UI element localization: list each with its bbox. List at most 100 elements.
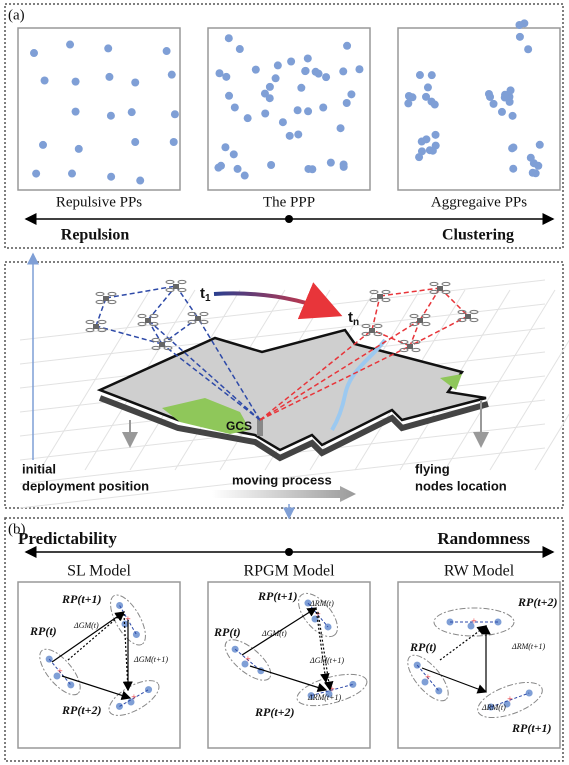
rotor xyxy=(138,314,146,317)
point xyxy=(415,153,423,161)
point xyxy=(225,34,233,42)
point xyxy=(294,130,302,138)
position-label: RP(t+1) xyxy=(257,589,298,603)
point xyxy=(424,83,432,91)
point xyxy=(30,49,38,57)
drone xyxy=(362,324,382,335)
pattern-label: The PPP xyxy=(263,194,315,210)
rotor xyxy=(470,318,478,321)
point xyxy=(230,150,238,158)
drone-body xyxy=(145,318,151,323)
point xyxy=(337,124,345,132)
point xyxy=(529,169,537,177)
point xyxy=(72,78,80,86)
moving-arrow xyxy=(212,486,356,502)
flying-label: nodes location xyxy=(415,478,507,493)
time-sub: n xyxy=(353,317,359,328)
point xyxy=(266,83,274,91)
position-label: RP(t+2) xyxy=(61,703,102,717)
point xyxy=(244,114,252,122)
model-box xyxy=(18,582,180,748)
point xyxy=(516,33,524,41)
point xyxy=(416,71,424,79)
point xyxy=(343,99,351,107)
rotor xyxy=(152,338,160,341)
link xyxy=(380,288,440,296)
point xyxy=(105,73,113,81)
point xyxy=(252,66,260,74)
point xyxy=(215,69,223,77)
point xyxy=(225,92,233,100)
pattern-label: Repulsive PPs xyxy=(56,194,142,210)
point xyxy=(41,77,49,85)
time-label: tn xyxy=(348,309,359,328)
point xyxy=(408,93,416,101)
point xyxy=(355,65,363,73)
map-grid xyxy=(535,290,569,470)
pattern-box xyxy=(18,28,180,190)
point xyxy=(485,90,493,98)
position-label: RP(t) xyxy=(213,625,241,639)
panel-label: (a) xyxy=(8,7,25,23)
rotor xyxy=(108,292,116,295)
rotor xyxy=(200,312,208,315)
rotor xyxy=(164,338,172,341)
point xyxy=(66,41,74,49)
drone xyxy=(166,280,186,291)
drone-body xyxy=(173,284,179,289)
position-label: RP(t+2) xyxy=(517,595,558,609)
rotor xyxy=(430,282,438,285)
point xyxy=(304,54,312,62)
link xyxy=(96,326,162,344)
vector-label: ΔGM(t+1) xyxy=(133,655,168,664)
rotor xyxy=(412,348,420,351)
gcs-tower xyxy=(257,418,263,436)
time-label: t1 xyxy=(200,285,211,304)
position-label: RP(t) xyxy=(29,624,57,638)
point xyxy=(68,170,76,178)
drone-body xyxy=(369,328,375,333)
axis-right-label: Clustering xyxy=(442,227,514,244)
point xyxy=(168,71,176,79)
position-label: RP(t+2) xyxy=(254,705,295,719)
point xyxy=(32,170,40,178)
rotor xyxy=(86,320,94,323)
rotor xyxy=(96,300,104,303)
point xyxy=(279,118,287,126)
vector-label: ΔRM(t) xyxy=(309,599,334,608)
point xyxy=(75,145,83,153)
point xyxy=(171,110,179,118)
point xyxy=(272,74,280,82)
vector-label: ΔRM(t+1) xyxy=(307,693,342,702)
drone-body xyxy=(465,314,471,319)
point xyxy=(163,47,171,55)
moving-label: moving process xyxy=(232,472,332,487)
point xyxy=(261,109,269,117)
point xyxy=(509,143,517,151)
rotor xyxy=(422,314,430,317)
point xyxy=(107,112,115,120)
rotor xyxy=(410,314,418,317)
axis-left-label: Predictability xyxy=(18,529,117,548)
drone-body xyxy=(103,296,109,301)
point xyxy=(304,107,312,115)
rotor xyxy=(400,348,408,351)
rotor xyxy=(382,298,390,301)
model-box xyxy=(208,582,370,748)
model-title: RPGM Model xyxy=(243,563,335,580)
map-grid xyxy=(490,290,569,470)
drone xyxy=(86,320,106,331)
axis-center xyxy=(285,548,293,556)
drone xyxy=(188,312,208,323)
rotor xyxy=(166,280,174,283)
point xyxy=(319,103,327,111)
rotor xyxy=(138,322,146,325)
position-label: RP(t) xyxy=(409,640,437,654)
rotor xyxy=(362,324,370,327)
point xyxy=(221,143,229,151)
model-title: RW Model xyxy=(444,563,515,580)
point xyxy=(327,159,335,167)
point xyxy=(170,138,178,146)
point xyxy=(339,67,347,75)
point xyxy=(231,103,239,111)
